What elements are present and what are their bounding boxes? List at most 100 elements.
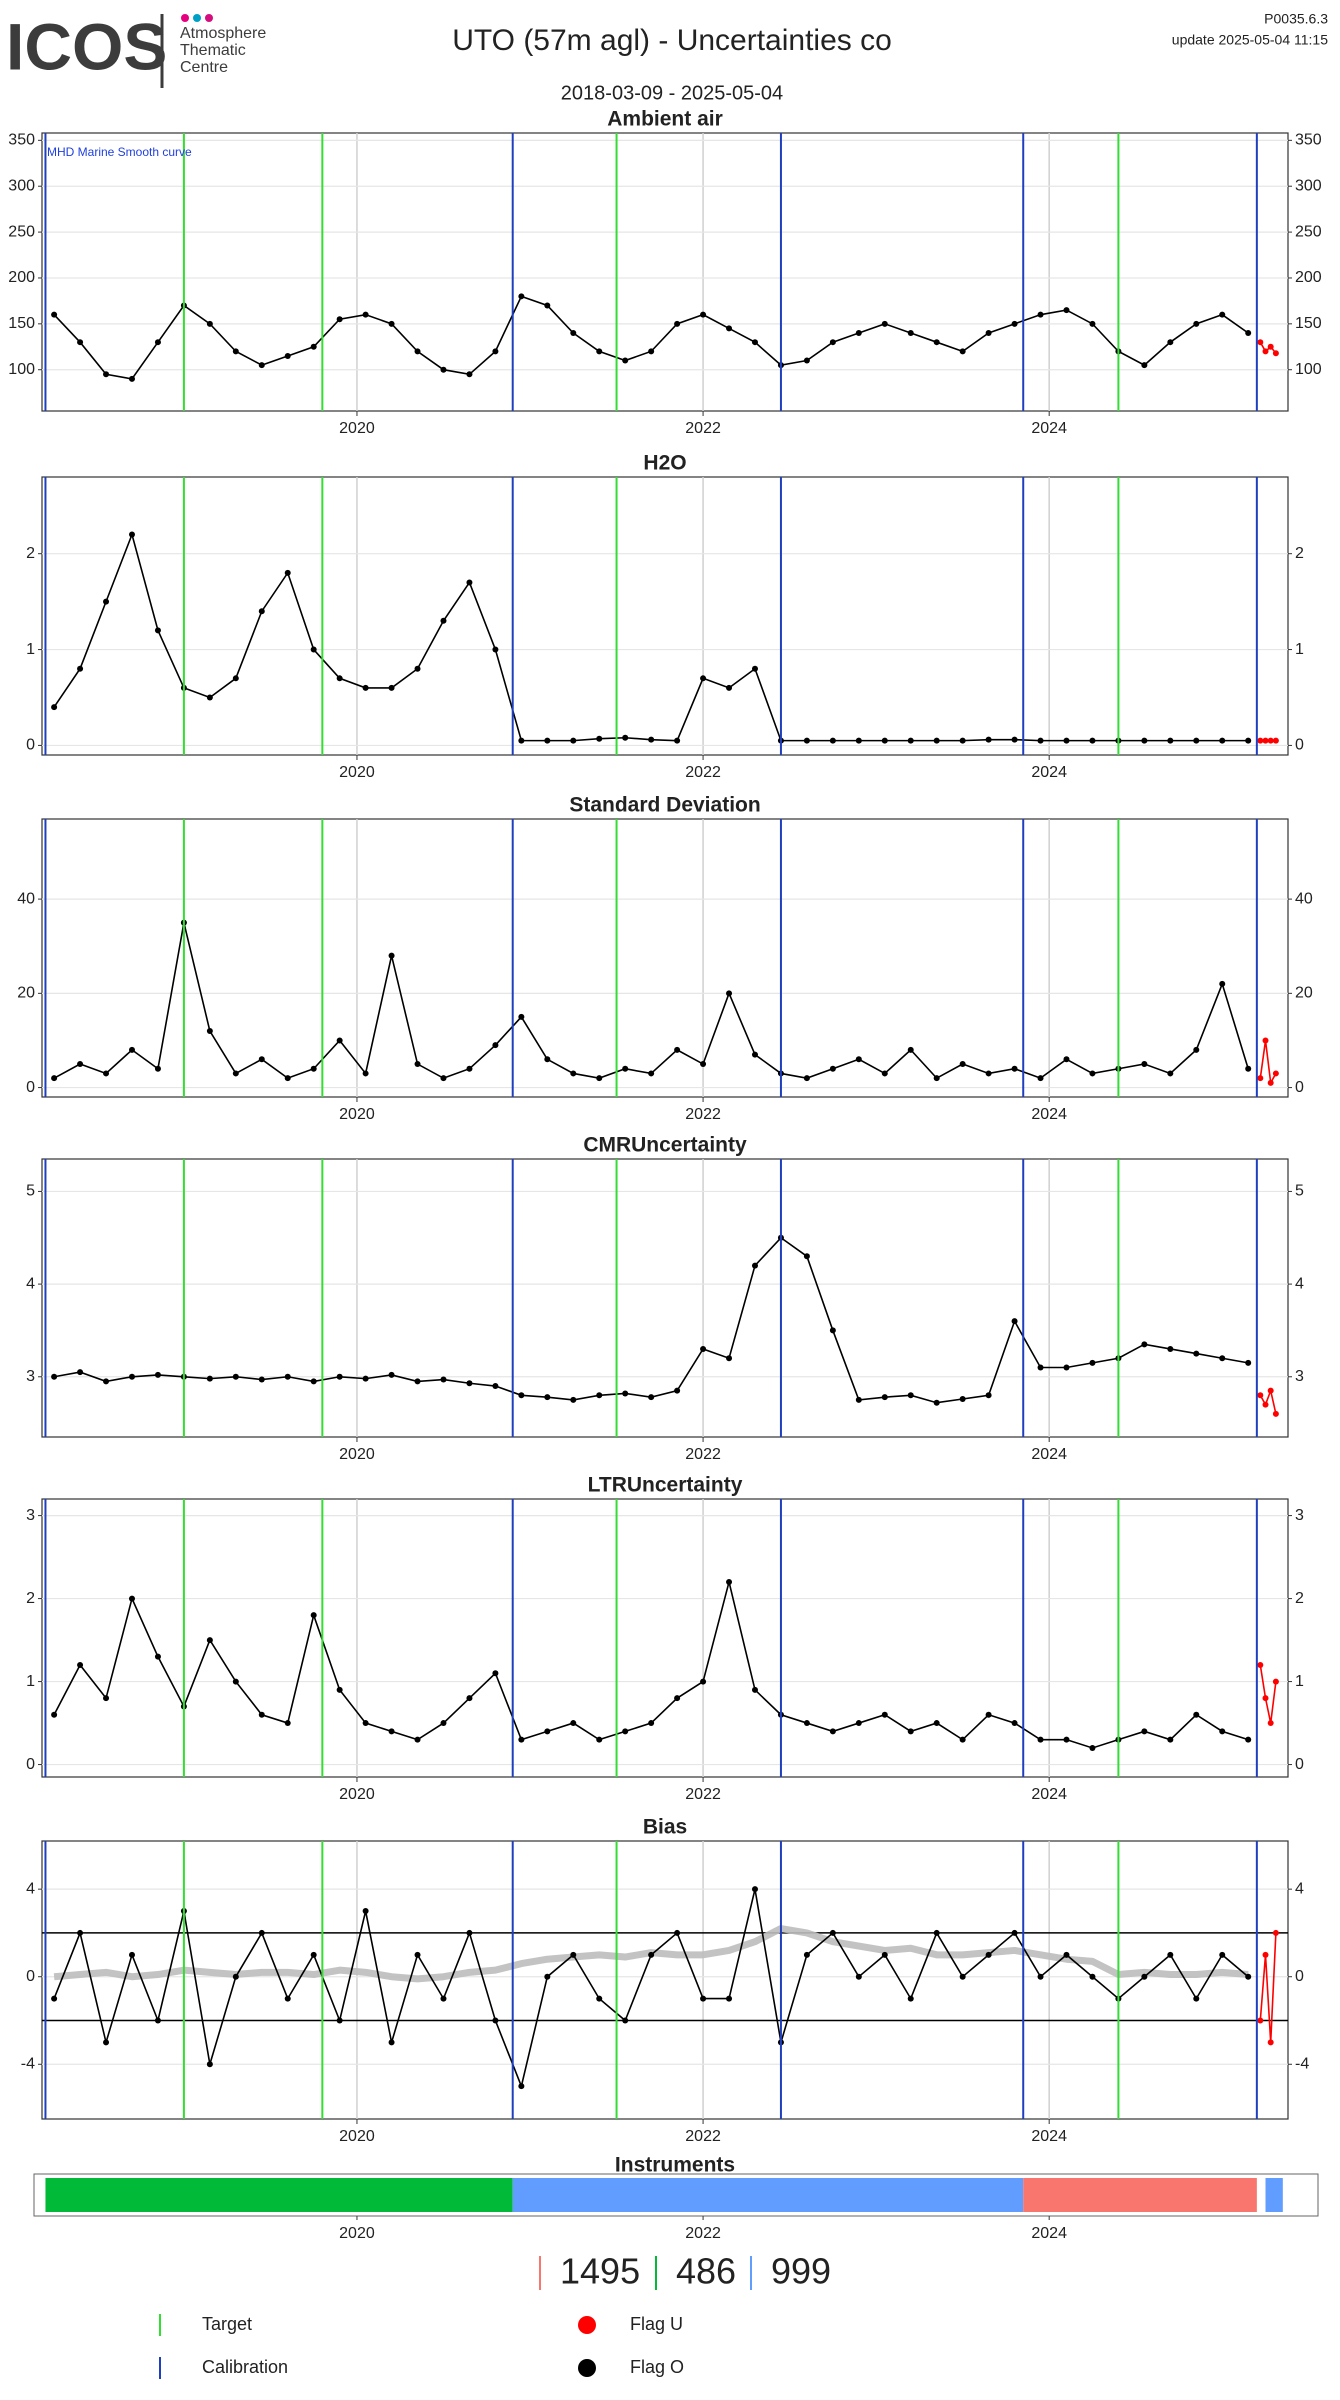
point bbox=[414, 1951, 421, 1958]
point bbox=[154, 2017, 161, 2024]
point bbox=[310, 1951, 317, 1958]
point bbox=[726, 1995, 733, 2002]
point bbox=[414, 1061, 421, 1068]
point bbox=[336, 316, 343, 323]
point bbox=[336, 2017, 343, 2024]
point bbox=[700, 311, 707, 318]
y-tick-label: 3 bbox=[26, 1507, 35, 1524]
point bbox=[622, 1065, 629, 1072]
point bbox=[751, 1051, 758, 1058]
point bbox=[128, 1046, 135, 1053]
point bbox=[907, 330, 914, 337]
point bbox=[1011, 1065, 1018, 1072]
point bbox=[570, 330, 577, 337]
legend-label: Flag O bbox=[630, 2357, 684, 2377]
point bbox=[77, 665, 84, 672]
point bbox=[103, 2039, 110, 2046]
point bbox=[881, 320, 888, 327]
point bbox=[1272, 350, 1279, 357]
point bbox=[77, 1061, 84, 1068]
point bbox=[1219, 1355, 1226, 1362]
y-tick-label: -4 bbox=[21, 2055, 35, 2072]
point bbox=[336, 1686, 343, 1693]
point bbox=[726, 684, 733, 691]
point bbox=[1272, 1410, 1279, 1417]
point bbox=[544, 1973, 551, 1980]
point bbox=[959, 1061, 966, 1068]
plot-frame bbox=[41, 476, 1289, 756]
logo-sub: Atmosphere bbox=[180, 25, 266, 42]
code: P0035.6.3 bbox=[1264, 11, 1328, 27]
point bbox=[206, 1375, 213, 1382]
point bbox=[77, 339, 84, 346]
point bbox=[206, 694, 213, 701]
point bbox=[570, 1951, 577, 1958]
point bbox=[959, 348, 966, 355]
point bbox=[700, 1678, 707, 1685]
point bbox=[622, 1390, 629, 1397]
point bbox=[648, 1070, 655, 1077]
point bbox=[1219, 311, 1226, 318]
point bbox=[284, 352, 291, 359]
point bbox=[596, 348, 603, 355]
x-tick-label: 2024 bbox=[1031, 2128, 1067, 2145]
logo-sub: Centre bbox=[180, 59, 228, 76]
point bbox=[336, 1373, 343, 1380]
point bbox=[492, 348, 499, 355]
point bbox=[154, 1065, 161, 1072]
point bbox=[1272, 737, 1279, 744]
point bbox=[77, 1661, 84, 1668]
point bbox=[492, 2017, 499, 2024]
y-tick-label: 200 bbox=[1295, 269, 1322, 286]
point bbox=[907, 1995, 914, 2002]
point bbox=[154, 1653, 161, 1660]
point bbox=[232, 1070, 239, 1077]
plot-frame bbox=[41, 1158, 1289, 1438]
point bbox=[232, 348, 239, 355]
panel-title: Bias bbox=[643, 1816, 687, 1839]
point bbox=[388, 684, 395, 691]
y-tick-label: 1 bbox=[1295, 641, 1304, 658]
point bbox=[284, 1075, 291, 1082]
y-tick-label: 150 bbox=[8, 315, 35, 332]
point bbox=[674, 1929, 681, 1936]
point bbox=[1245, 1359, 1252, 1366]
point bbox=[596, 1736, 603, 1743]
point bbox=[518, 1392, 525, 1399]
point bbox=[440, 366, 447, 373]
point bbox=[1245, 737, 1252, 744]
instrument-id: 486 bbox=[676, 2251, 736, 2292]
logo-dot bbox=[205, 14, 213, 22]
point bbox=[1167, 1736, 1174, 1743]
point bbox=[881, 1951, 888, 1958]
instrument-segment bbox=[512, 2178, 1024, 2212]
y-tick-label: 20 bbox=[17, 985, 35, 1002]
point bbox=[1257, 737, 1264, 744]
point bbox=[570, 1070, 577, 1077]
point bbox=[1063, 1056, 1070, 1063]
point bbox=[803, 357, 810, 364]
point bbox=[128, 375, 135, 382]
point bbox=[881, 1394, 888, 1401]
point bbox=[829, 339, 836, 346]
y-tick-label: 5 bbox=[26, 1183, 35, 1200]
x-tick-label: 2024 bbox=[1031, 420, 1067, 437]
legend-label: Flag U bbox=[630, 2314, 683, 2334]
panel-title: Instruments bbox=[615, 2154, 735, 2177]
y-tick-label: 20 bbox=[1295, 985, 1313, 1002]
point bbox=[206, 320, 213, 327]
point bbox=[414, 348, 421, 355]
y-tick-label: 0 bbox=[26, 1079, 35, 1096]
point bbox=[103, 598, 110, 605]
point bbox=[466, 1695, 473, 1702]
point bbox=[1063, 1364, 1070, 1371]
point bbox=[1219, 1728, 1226, 1735]
point bbox=[440, 1376, 447, 1383]
point bbox=[1267, 2039, 1274, 2046]
y-tick-label: 5 bbox=[1295, 1183, 1304, 1200]
point bbox=[128, 531, 135, 538]
point bbox=[1167, 1951, 1174, 1958]
y-tick-label: 40 bbox=[17, 890, 35, 907]
point bbox=[726, 325, 733, 332]
point bbox=[855, 1396, 862, 1403]
